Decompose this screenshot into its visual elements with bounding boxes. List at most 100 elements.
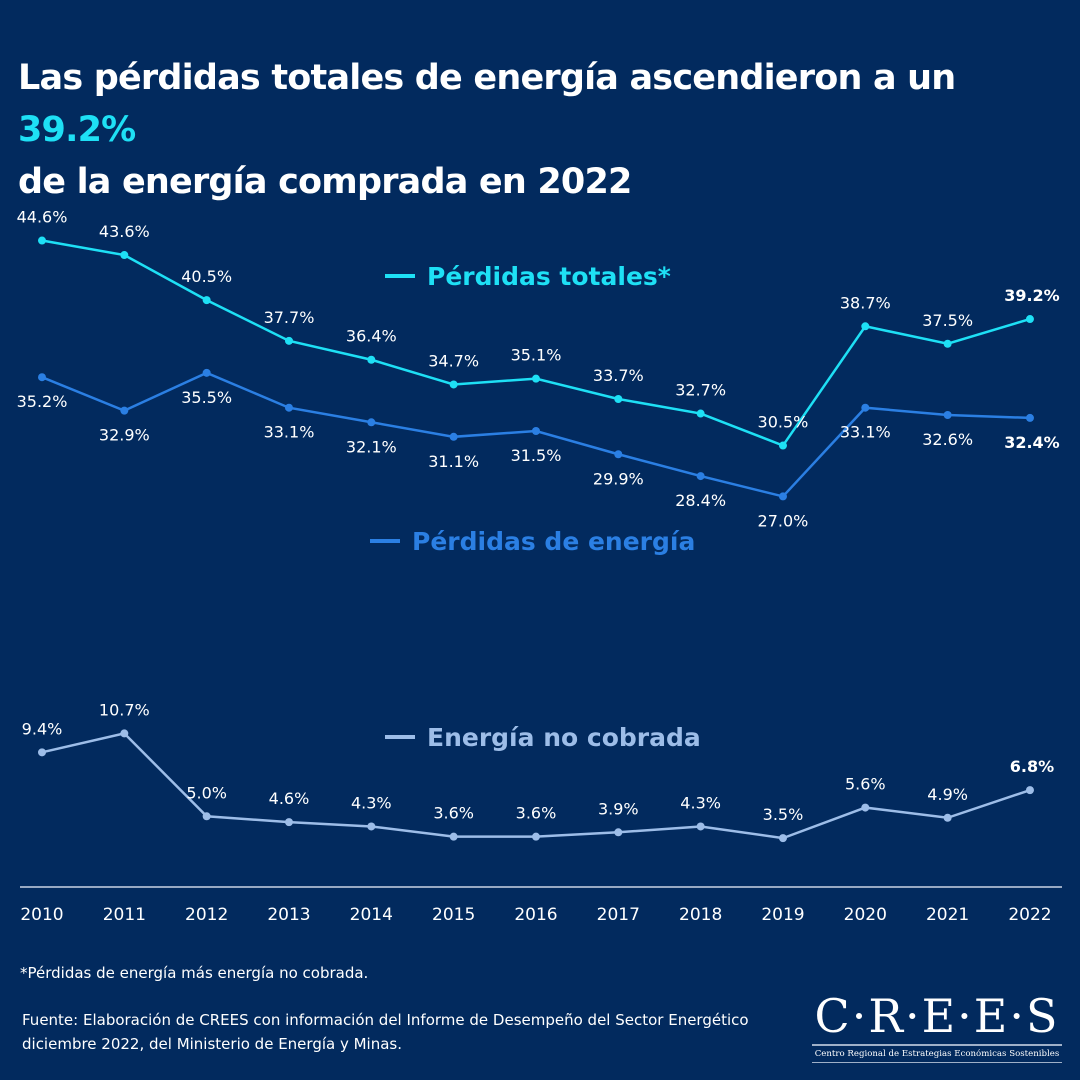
data-label: 39.2% [1004,286,1060,305]
data-label: 4.3% [680,793,721,812]
data-point [531,426,540,435]
data-point [861,403,870,412]
data-label: 3.9% [598,799,639,818]
data-point [38,373,46,382]
data-point [120,251,129,260]
data-label: 37.5% [922,311,973,330]
x-tick-label: 2013 [267,905,310,925]
x-tick-label: 2010 [20,905,63,925]
data-label: 40.5% [181,267,232,286]
crees-logo: C·R·E·E·S Centro Regional de Estrategias… [812,990,1062,1063]
data-label: 10.7% [99,700,150,719]
data-label: 32.1% [346,437,397,456]
data-point [696,409,705,418]
data-label: 32.9% [99,426,150,445]
x-tick-label: 2016 [514,905,557,925]
data-label: 28.4% [675,491,726,510]
x-tick-label: 2012 [185,905,228,925]
x-tick-label: 2019 [761,905,804,925]
data-label: 33.7% [593,366,644,385]
data-label: 38.7% [840,293,891,312]
data-point [1025,786,1034,795]
data-point [284,403,293,412]
data-point [202,812,211,821]
logo-subtitle: Centro Regional de Estrategias Económica… [812,1049,1062,1063]
data-label: 32.4% [1004,433,1060,452]
data-label: 5.0% [186,783,227,802]
data-point [38,748,46,757]
data-label: 43.6% [99,222,150,241]
x-tick-label: 2020 [844,905,887,925]
data-point [202,368,211,377]
data-label: 27.0% [758,511,809,530]
data-point [696,472,705,481]
data-label: 3.6% [516,804,557,823]
x-tick-label: 2015 [432,905,475,925]
data-point [1025,315,1034,324]
data-label: 33.1% [264,423,315,442]
data-point [778,492,787,501]
data-point [284,336,293,345]
data-point [367,355,376,364]
data-label: 9.4% [22,719,63,738]
x-tick-label: 2018 [679,905,722,925]
title-part1: Las pérdidas totales de energía ascendie… [18,58,956,98]
data-label: 3.5% [763,805,804,824]
data-label: 36.4% [346,327,397,346]
data-label: 32.6% [922,430,973,449]
data-label: 44.6% [17,208,68,227]
data-label: 5.6% [845,775,886,794]
data-point [614,450,623,459]
data-label: 4.3% [351,793,392,812]
data-point [943,339,952,348]
data-point [38,236,46,245]
data-point [861,803,870,812]
data-point [284,818,293,827]
data-point [367,822,376,831]
data-point [202,296,211,305]
data-label: 3.6% [433,804,474,823]
data-point [531,374,540,383]
data-label: 37.7% [264,308,315,327]
title-highlight: 39.2% [18,110,136,150]
data-point [696,822,705,831]
data-label: 30.5% [758,413,809,432]
chart-title: Las pérdidas totales de energía ascendie… [18,52,1068,208]
data-point [449,432,458,441]
data-label: 35.2% [17,392,68,411]
logo-wordmark: C·R·E·E·S [814,989,1060,1043]
title-part2: de la energía comprada en 2022 [18,162,632,202]
x-tick-label: 2017 [597,905,640,925]
data-point [1025,413,1034,422]
data-point [531,832,540,841]
data-point [778,441,787,450]
data-point [943,410,952,419]
data-label: 35.1% [511,346,562,365]
data-label: 35.5% [181,388,232,407]
footnote: *Pérdidas de energía más energía no cobr… [20,964,369,982]
data-point [778,834,787,843]
x-tick-label: 2021 [926,905,969,925]
data-point [449,832,458,841]
data-label: 34.7% [428,351,479,370]
data-point [449,380,458,389]
data-point [120,406,129,415]
data-label: 29.9% [593,469,644,488]
data-label: 31.5% [511,446,562,465]
data-point [120,729,129,738]
legend-label: Pérdidas de energía [412,527,695,556]
x-tick-label: 2014 [350,905,393,925]
data-point [614,828,623,837]
data-label: 4.9% [927,785,968,804]
data-point [943,813,952,822]
data-point [614,395,623,404]
legend-label: Pérdidas totales* [427,262,671,291]
data-label: 31.1% [428,452,479,471]
data-label: 32.7% [675,381,726,400]
x-tick-label: 2011 [103,905,146,925]
data-label: 33.1% [840,423,891,442]
source-text: Fuente: Elaboración de CREES con informa… [22,1011,749,1053]
data-point [861,322,870,331]
data-point [367,418,376,427]
